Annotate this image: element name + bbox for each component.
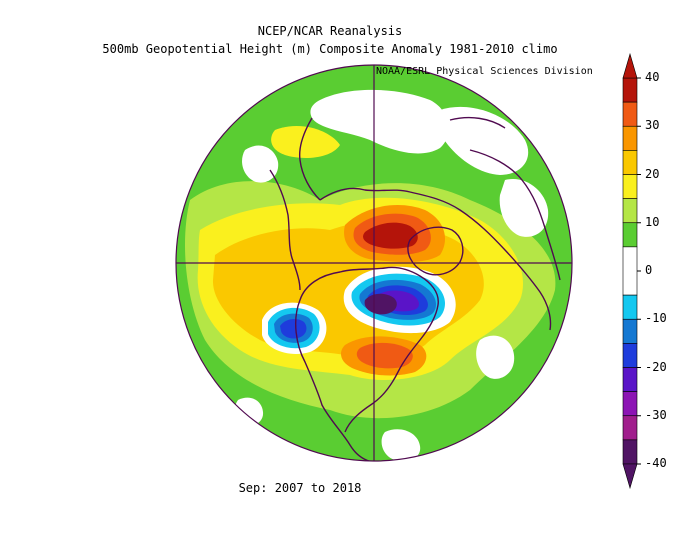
colorbar-tick-label: -40 <box>645 456 667 470</box>
colorbar-tick-label: 0 <box>645 263 653 277</box>
colorbar-bin-0 <box>622 77 638 103</box>
coastline-europe-africa <box>449 116 561 281</box>
field-zero-patch-4 <box>242 145 279 183</box>
coastline-greenland <box>407 226 464 276</box>
colorbar-bin-11 <box>622 367 638 392</box>
colorbar-bin-7 <box>622 246 638 296</box>
credit-text: NOAA/ESRL Physical Sciences Division <box>376 66 593 77</box>
colorbar-bin-8 <box>622 294 638 320</box>
colorbar-tick-label: 40 <box>645 70 660 84</box>
field-band-15-20-b <box>271 125 340 158</box>
colorbar-tick-label: 20 <box>645 166 660 181</box>
colorbar-bin-9 <box>622 318 638 344</box>
colorbar-bin-1 <box>622 101 638 127</box>
colorbar-bottom-arrow <box>622 463 638 490</box>
colorbar-tick-label: 10 <box>645 214 660 229</box>
colorbar-bin-14 <box>622 439 638 465</box>
chart-subtitle: 500mb Geopotential Height (m) Composite … <box>102 42 558 56</box>
colorbar-tick-label: -10 <box>645 311 667 326</box>
coastline-north-america <box>295 266 439 461</box>
colorbar-bin-10 <box>622 343 638 368</box>
map-boundary-circle <box>175 64 573 462</box>
map-grid <box>175 64 573 462</box>
colorbar-bin-2 <box>622 125 638 151</box>
colorbar-tick-label: -30 <box>645 407 667 422</box>
anomaly-field <box>176 65 572 461</box>
coastline-eurasia <box>298 117 552 331</box>
field-band-35-40 <box>363 222 418 249</box>
field-zero-patch-1 <box>310 89 449 154</box>
colorbar-tick-label: -20 <box>645 359 667 374</box>
field-zero-patch-5 <box>476 335 515 379</box>
field-band-neg-35 <box>364 293 397 315</box>
colorbar-bin-3 <box>622 150 638 175</box>
colorbar-bin-5 <box>622 198 638 224</box>
colorbar-bin-4 <box>622 174 638 199</box>
field-zero-patch-2 <box>436 106 529 175</box>
field-zero-patch-7 <box>381 429 421 461</box>
field-band-pac-neg-20 <box>280 318 307 339</box>
field-band-30-35-b <box>356 342 413 369</box>
coastlines <box>269 116 561 461</box>
colorbar-tick-label: 30 <box>645 118 660 133</box>
period-label: Sep: 2007 to 2018 <box>238 481 362 495</box>
colorbar <box>622 52 641 490</box>
colorbar-top-arrow <box>622 52 638 79</box>
colorbar-bin-6 <box>622 222 638 248</box>
chart-title: NCEP/NCAR Reanalysis <box>257 24 403 38</box>
colorbar-bin-13 <box>622 415 638 441</box>
coastline-asia-east <box>269 169 301 291</box>
colorbar-bin-12 <box>622 391 638 417</box>
field-zero-patch-3 <box>499 179 549 237</box>
